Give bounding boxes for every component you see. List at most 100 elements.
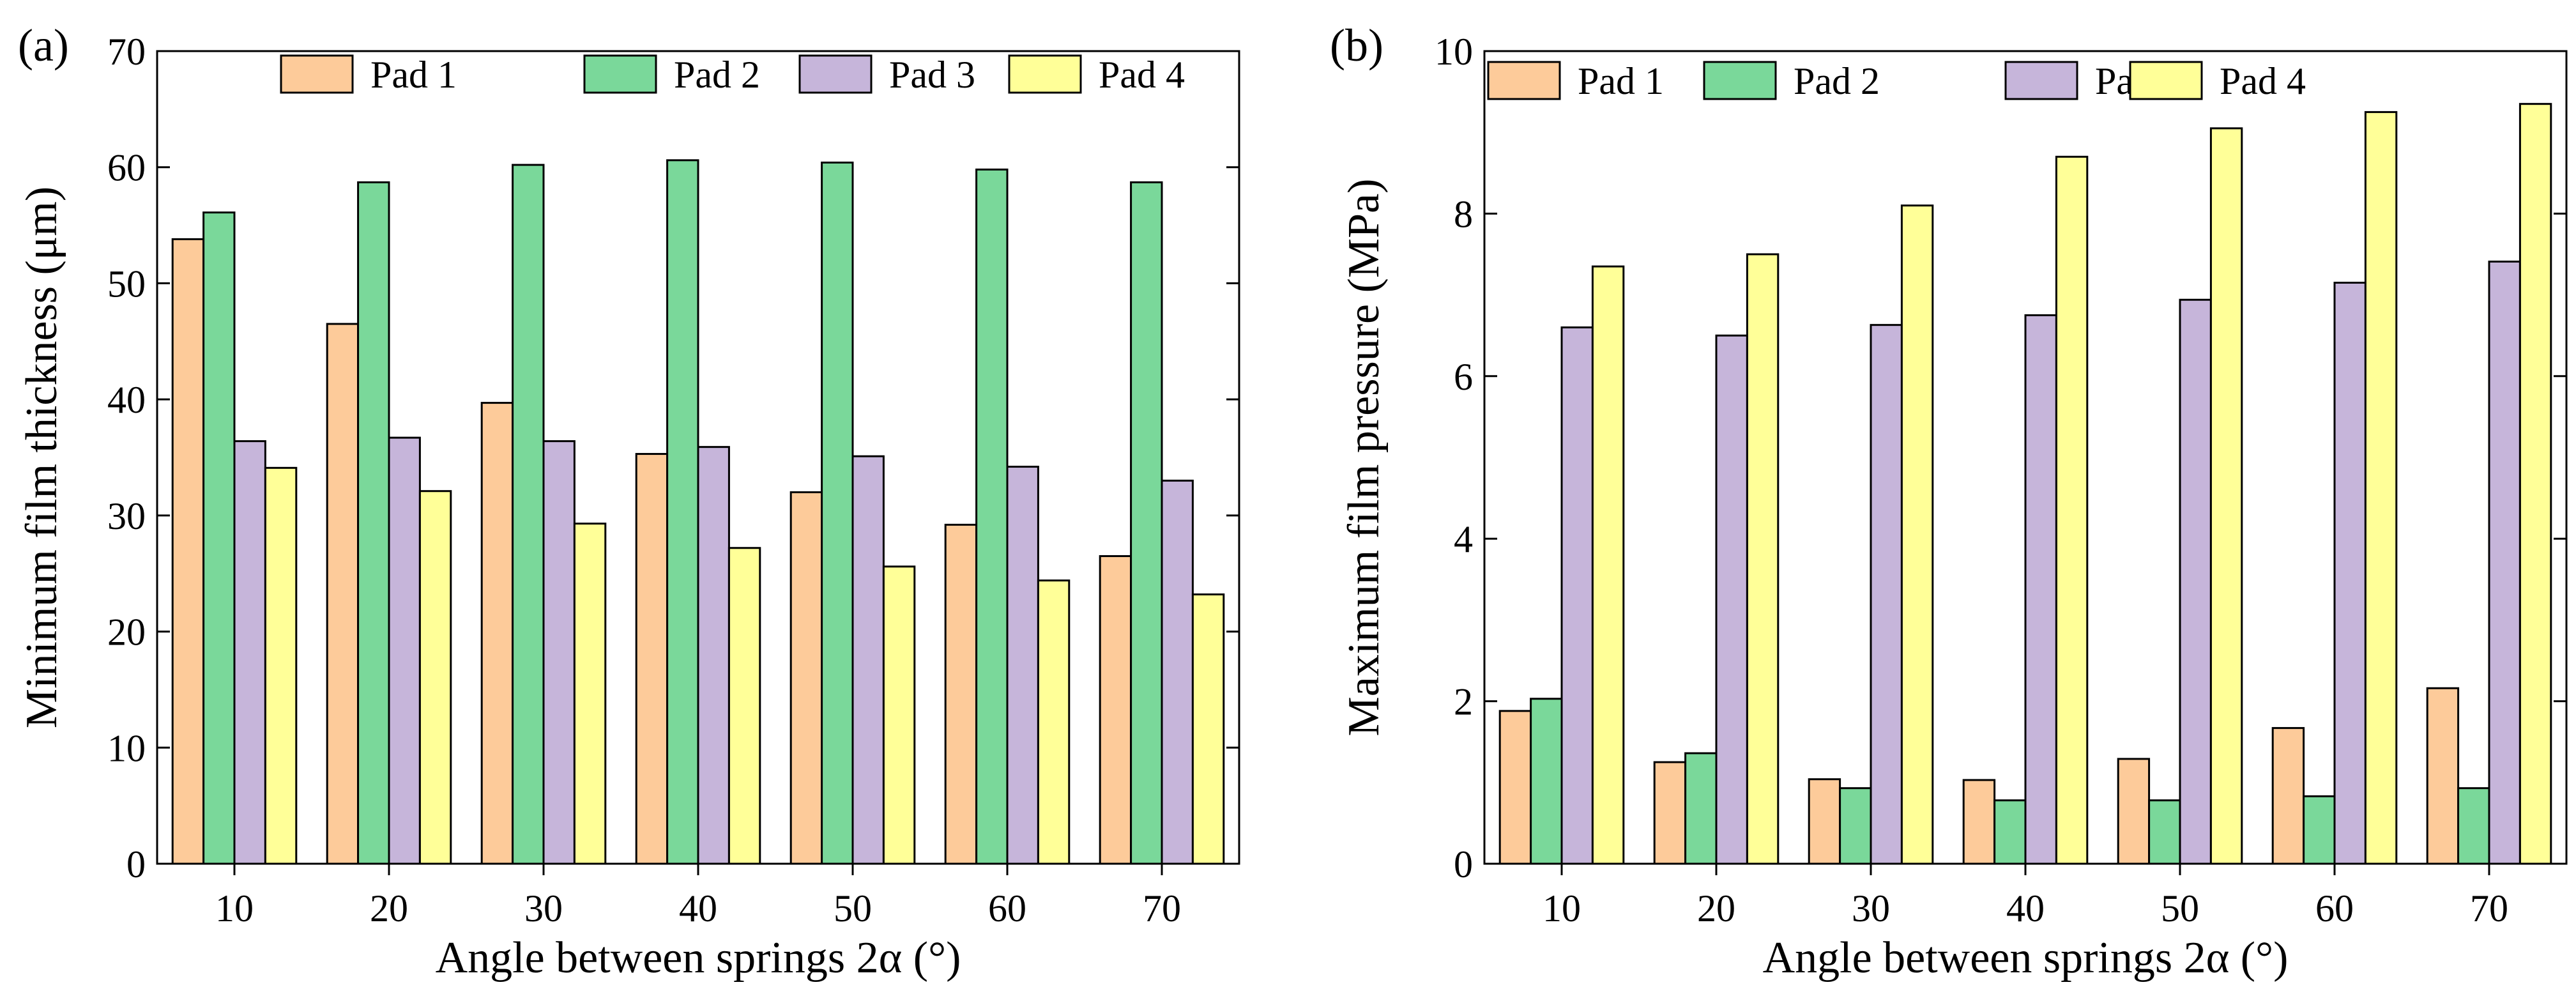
bar-pad2-10 bbox=[1530, 698, 1563, 865]
y-tick-label: 8 bbox=[1454, 193, 1473, 235]
x-tick-label: 70 bbox=[1143, 887, 1181, 930]
legend-swatch bbox=[1487, 61, 1561, 100]
bar-pad1-70 bbox=[2426, 687, 2460, 865]
bar-pad2-20 bbox=[1684, 752, 1718, 865]
y-tick-label: 70 bbox=[107, 31, 146, 73]
legend-label: Pad 2 bbox=[1794, 60, 1880, 102]
bar-pad3-50 bbox=[2179, 298, 2212, 865]
bar-pad1-60 bbox=[2271, 727, 2305, 865]
bar-pad3-10 bbox=[233, 440, 266, 865]
bar-pad1-30 bbox=[1808, 778, 1841, 865]
bar-pad3-40 bbox=[2024, 314, 2057, 865]
bar-pad4-60 bbox=[1037, 579, 1071, 865]
bar-pad3-70 bbox=[1161, 479, 1194, 865]
bar-pad2-30 bbox=[512, 164, 545, 865]
legend-swatch bbox=[2129, 61, 2203, 100]
bar-pad3-30 bbox=[542, 440, 575, 865]
bar-pad4-70 bbox=[2519, 103, 2552, 865]
bar-pad4-60 bbox=[2364, 111, 2398, 865]
legend-label: Pad 1 bbox=[370, 54, 457, 96]
legend-swatch bbox=[798, 54, 873, 94]
bar-pad2-20 bbox=[357, 181, 390, 865]
bar-pad4-20 bbox=[1746, 253, 1780, 865]
bar-pad4-10 bbox=[264, 466, 298, 865]
bar-pad4-40 bbox=[728, 547, 761, 865]
y-tick-label: 4 bbox=[1454, 518, 1473, 560]
x-tick-label: 20 bbox=[1697, 887, 1735, 930]
bar-pad2-60 bbox=[2303, 795, 2336, 865]
bar-pad4-50 bbox=[882, 565, 916, 865]
x-axis-label: Angle between springs 2α (°) bbox=[436, 933, 961, 983]
bar-pad2-70 bbox=[2457, 787, 2490, 865]
bar-pad2-50 bbox=[821, 161, 854, 865]
bar-pad3-60 bbox=[2333, 282, 2366, 865]
y-tick-label: 0 bbox=[1454, 843, 1473, 885]
y-tick-label: 0 bbox=[126, 843, 146, 885]
bar-pad1-20 bbox=[1653, 761, 1687, 865]
bar-pad1-30 bbox=[480, 402, 514, 865]
y-tick-label: 2 bbox=[1454, 681, 1473, 723]
x-tick-label: 20 bbox=[370, 887, 408, 930]
bar-pad1-10 bbox=[171, 238, 205, 865]
y-tick-label: 40 bbox=[107, 379, 146, 421]
y-tick-label: 20 bbox=[107, 611, 146, 654]
bar-pad1-50 bbox=[789, 491, 823, 865]
x-tick-label: 60 bbox=[988, 887, 1026, 930]
bar-pad2-60 bbox=[975, 168, 1009, 865]
legend-label: Pad 1 bbox=[1578, 60, 1664, 102]
bar-pad1-10 bbox=[1498, 710, 1532, 865]
y-tick-label: 60 bbox=[107, 147, 146, 189]
legend-label: Pad 4 bbox=[1099, 54, 1185, 96]
y-tick-label: 6 bbox=[1454, 356, 1473, 398]
legend-swatch bbox=[280, 54, 354, 94]
bar-pad4-30 bbox=[573, 523, 607, 865]
bar-pad4-50 bbox=[2209, 127, 2243, 865]
x-tick-label: 70 bbox=[2470, 887, 2508, 930]
legend-swatch bbox=[2004, 61, 2078, 100]
bar-pad3-30 bbox=[1870, 324, 1903, 865]
y-axis-label: Maximum film pressure (MPa) bbox=[1339, 179, 1389, 737]
y-axis-label: Minimum film thickness (μm) bbox=[17, 187, 66, 728]
y-tick-label: 10 bbox=[1435, 31, 1473, 73]
bar-pad4-10 bbox=[1591, 265, 1625, 865]
x-tick-label: 60 bbox=[2315, 887, 2354, 930]
bar-pad1-50 bbox=[2117, 758, 2151, 865]
bar-pad1-20 bbox=[326, 323, 360, 865]
x-tick-label: 50 bbox=[2161, 887, 2199, 930]
x-tick-label: 40 bbox=[2006, 887, 2045, 930]
bar-pad4-70 bbox=[1191, 593, 1225, 865]
panel-a: 0 10 20 30 40 50 60 70 10 20 30 40 50 60 70 Angle betwe… bbox=[17, 20, 1240, 983]
bar-pad1-40 bbox=[1962, 779, 1996, 865]
x-tick-label: 30 bbox=[1852, 887, 1890, 930]
bar-pad4-20 bbox=[418, 490, 452, 865]
bar-pad3-20 bbox=[388, 436, 421, 865]
x-tick-label: 10 bbox=[215, 887, 254, 930]
bar-pad1-70 bbox=[1099, 555, 1132, 865]
panel-label: (a) bbox=[18, 20, 69, 71]
bar-pad3-50 bbox=[851, 455, 885, 865]
y-tick-label: 10 bbox=[107, 727, 146, 769]
bar-pad2-50 bbox=[2148, 799, 2181, 865]
bar-pad2-10 bbox=[202, 211, 236, 865]
bar-pad3-60 bbox=[1006, 466, 1039, 865]
bar-pad2-30 bbox=[1839, 787, 1872, 865]
bar-pad2-40 bbox=[1993, 799, 2027, 865]
bar-pad1-60 bbox=[944, 523, 978, 865]
panel-label: (b) bbox=[1330, 20, 1383, 71]
bar-pad1-40 bbox=[635, 453, 669, 865]
x-axis-label: Angle between springs 2α (°) bbox=[1763, 933, 2289, 983]
legend-label: Pad 2 bbox=[674, 54, 760, 96]
panel-b: 0 2 4 6 8 10 10 20 30 40 50 60 70 Angle between sprin… bbox=[1330, 20, 2568, 983]
y-tick-label: 30 bbox=[107, 495, 146, 537]
bar-pad3-40 bbox=[697, 446, 730, 865]
y-tick-label: 50 bbox=[107, 263, 146, 305]
legend-label: Pad 3 bbox=[889, 54, 975, 96]
x-tick-label: 40 bbox=[679, 887, 717, 930]
legend-swatch bbox=[1008, 54, 1082, 94]
bar-pad3-10 bbox=[1560, 326, 1594, 865]
legend-swatch bbox=[583, 54, 657, 94]
bar-pad3-70 bbox=[2488, 260, 2521, 865]
legend-label: Pad 4 bbox=[2220, 60, 2306, 102]
bar-pad2-40 bbox=[666, 159, 699, 865]
